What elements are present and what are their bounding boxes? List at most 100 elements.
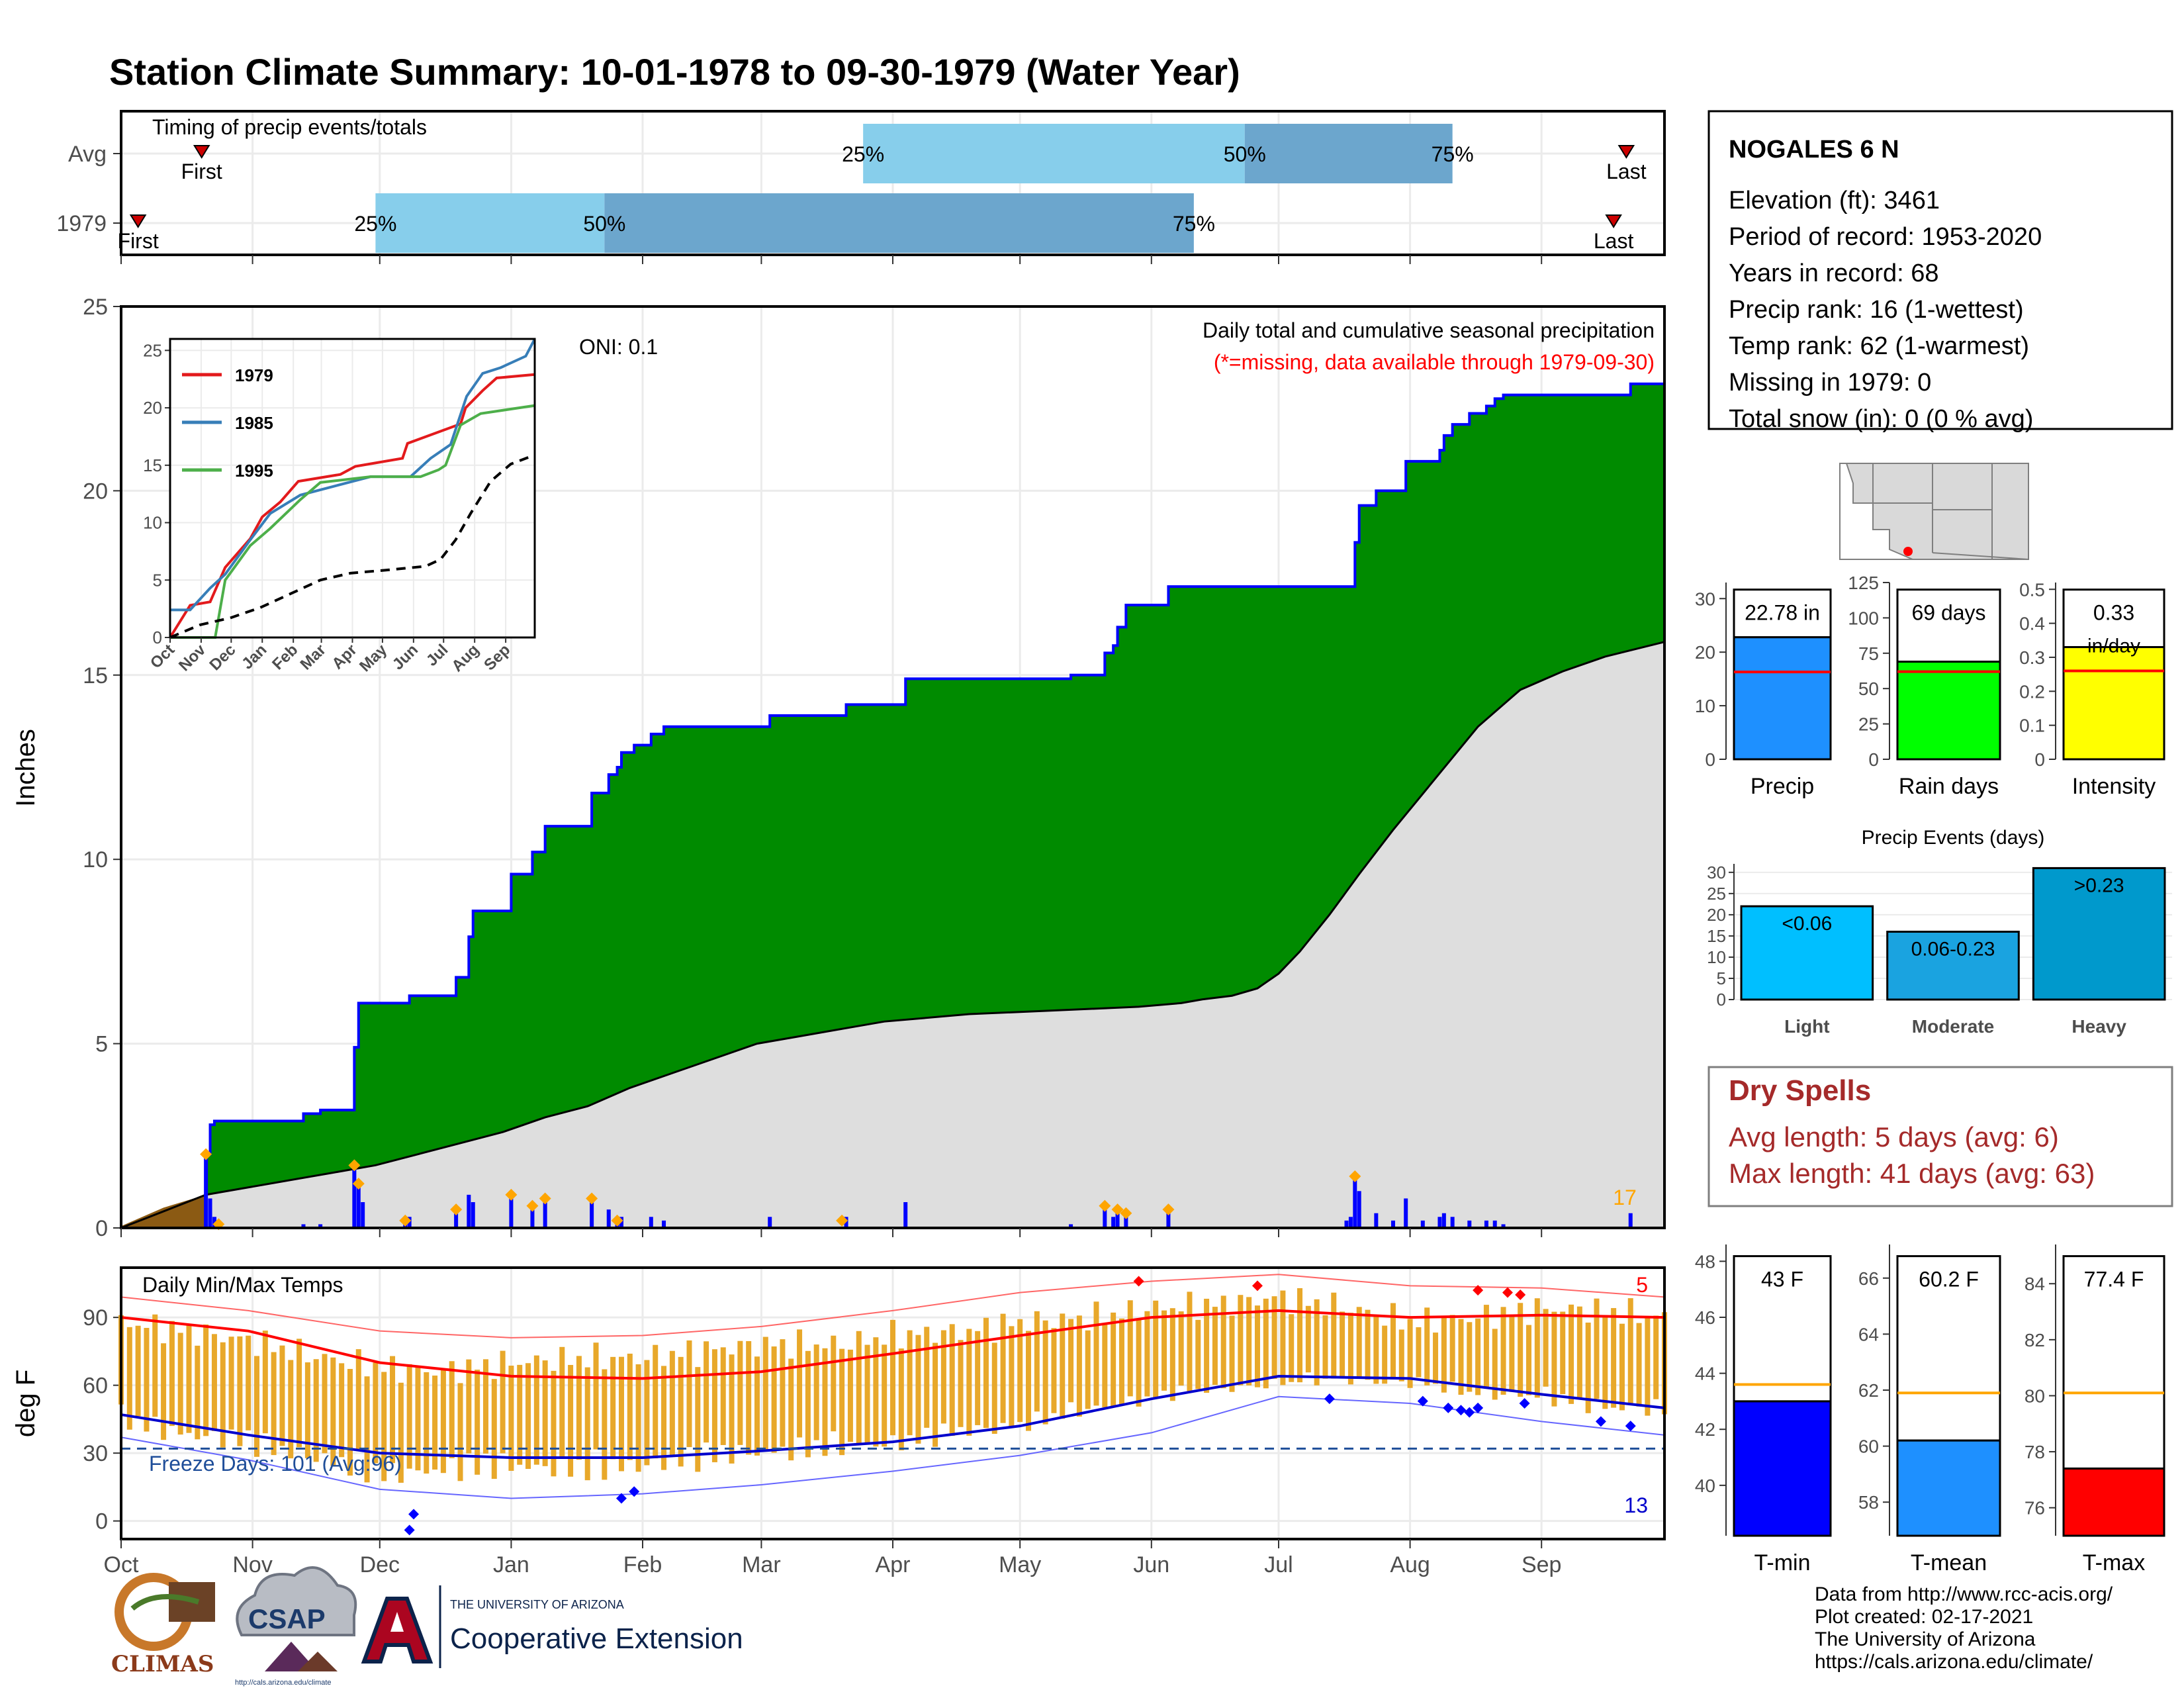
temp-daily-range-bar xyxy=(1076,1315,1082,1417)
precip-daily-bar xyxy=(662,1220,666,1228)
temp-daily-range-bar xyxy=(762,1336,768,1450)
precip-daily-bar xyxy=(844,1217,848,1228)
temp-daily-range-bar xyxy=(1034,1311,1040,1412)
inset-y-tick-label: 5 xyxy=(153,570,162,590)
station-line-temp-rank: Temp rank: 62 (1-warmest) xyxy=(1729,332,2029,360)
temp-daily-range-bar xyxy=(1627,1298,1633,1405)
precip-daily-bar xyxy=(301,1224,306,1228)
precip-daily-bar xyxy=(1374,1213,1379,1228)
timing-quantile-label: 75% xyxy=(1173,212,1215,236)
month-tick-label: Aug xyxy=(1390,1552,1430,1577)
mini-bar-category-label: Intensity xyxy=(2072,774,2156,799)
precip-annotation-missing: (*=missing, data available through 1979-… xyxy=(1214,350,1655,374)
precip-daily-bar xyxy=(1111,1217,1116,1228)
dry-spells-title: Dry Spells xyxy=(1729,1074,1871,1107)
mini-bar-category-label: T-mean xyxy=(1911,1550,1987,1575)
temp-hot-marker xyxy=(1515,1289,1526,1300)
temp-cold-count: 13 xyxy=(1624,1493,1648,1517)
precip-daily-bar xyxy=(356,1184,361,1228)
temp-hot-marker xyxy=(1473,1285,1484,1296)
events-y-tick-label: 20 xyxy=(1707,905,1726,925)
precip-daily-bar xyxy=(543,1198,547,1228)
locator-map xyxy=(1839,463,2029,560)
temp-daily-range-bar xyxy=(1467,1322,1473,1392)
temp-daily-range-bar xyxy=(373,1362,379,1464)
mini-y-tick-label: 46 xyxy=(1695,1307,1715,1328)
temp-daily-range-bar xyxy=(1449,1315,1455,1382)
temp-daily-range-bar xyxy=(1585,1323,1591,1413)
mini-y-tick-label: 0.2 xyxy=(2019,681,2045,702)
precip-extreme-marker xyxy=(450,1203,463,1216)
station-line-precip-rank: Precip rank: 16 (1-wettest) xyxy=(1729,296,2024,324)
precip-extreme-marker xyxy=(611,1214,623,1227)
mini-y-tick-label: 78 xyxy=(2025,1442,2045,1462)
temp-daily-range-bar xyxy=(1246,1297,1252,1385)
precip-daily-bar xyxy=(208,1198,212,1228)
mini-y-tick-label: 60 xyxy=(1858,1436,1879,1457)
temp-daily-range-bar xyxy=(966,1329,972,1436)
temp-daily-range-bar xyxy=(390,1356,396,1464)
temp-daily-range-bar xyxy=(1398,1329,1404,1382)
precip-daily-bar xyxy=(1501,1224,1506,1228)
temp-daily-range-bar xyxy=(246,1335,251,1430)
temp-daily-range-bar xyxy=(1458,1319,1464,1395)
temp-daily-range-bar xyxy=(1382,1325,1388,1384)
temp-daily-range-bar xyxy=(126,1327,132,1430)
temp-daily-range-bar xyxy=(525,1363,531,1470)
temp-daily-range-bar xyxy=(924,1327,930,1428)
precip-daily-bar xyxy=(1628,1213,1633,1228)
temp-daily-range-bar xyxy=(177,1333,183,1435)
precip-daily-bar xyxy=(1467,1220,1472,1228)
temp-daily-range-bar xyxy=(1212,1307,1218,1385)
temp-daily-range-bar xyxy=(933,1342,938,1447)
month-tick-label: Mar xyxy=(742,1552,781,1577)
temp-cold-marker xyxy=(1417,1395,1428,1407)
month-tick-label: Jan xyxy=(493,1552,529,1577)
inset-legend-label: 1985 xyxy=(235,413,273,433)
csap-logo: CSAP http://cals.arizona.edu/climate xyxy=(235,1566,357,1687)
precip-y-tick-label: 20 xyxy=(83,479,108,504)
temp-daily-range-bar xyxy=(873,1337,879,1447)
month-axis: Oct Nov Dec Jan Feb Mar Apr May Jun Jul Aug Sep xyxy=(104,1539,1561,1577)
mini-bar-outline xyxy=(1733,1255,1832,1403)
precip-daily-bar xyxy=(768,1217,772,1228)
precip-extreme-marker xyxy=(348,1159,361,1172)
inset-legend-label: 1979 xyxy=(235,365,273,385)
timing-first-label: First xyxy=(118,229,159,253)
mini-bar-outline xyxy=(1896,1255,2001,1442)
temp-y-tick-label: 30 xyxy=(83,1441,108,1466)
mini-y-tick-label: 30 xyxy=(1695,588,1715,609)
events-y-tick-label: 0 xyxy=(1717,990,1726,1009)
temp-daily-range-bar xyxy=(593,1342,599,1450)
temp-daily-range-bar xyxy=(746,1340,752,1455)
temp-daily-range-bar xyxy=(211,1334,217,1431)
temp-daily-range-bar xyxy=(864,1344,870,1444)
precip-daily-bar xyxy=(1124,1213,1128,1228)
temp-daily-range-bar xyxy=(1229,1315,1235,1392)
temp-daily-range-bar xyxy=(271,1352,277,1456)
mini-y-tick-label: 0 xyxy=(2034,749,2045,770)
temp-daily-range-bar xyxy=(991,1342,997,1434)
events-bar-label: 0.06-0.23 xyxy=(1911,939,1995,961)
csap-logo-url: http://cals.arizona.edu/climate xyxy=(235,1679,332,1687)
precip-daily-bar xyxy=(1484,1220,1488,1228)
temp-daily-range-bar xyxy=(1254,1305,1260,1387)
mini-bar-value-label: 69 days xyxy=(1911,601,1985,625)
temp-daily-range-bar xyxy=(1280,1290,1286,1385)
timing-quantile-label: 25% xyxy=(354,212,396,236)
timing-quantile-label: 50% xyxy=(1224,142,1266,166)
temp-daily-range-bar xyxy=(644,1360,650,1466)
timing-bar-q50-q75 xyxy=(1244,124,1453,183)
precip-cumulative-line xyxy=(121,382,1664,1229)
temp-cold-marker xyxy=(1595,1416,1606,1427)
timing-row-label: Avg xyxy=(68,142,107,167)
precip-daily-bar xyxy=(619,1217,623,1228)
temp-daily-range-bar xyxy=(432,1376,438,1470)
mini-y-tick-label: 82 xyxy=(2025,1330,2045,1350)
temp-daily-range-bar xyxy=(1042,1320,1048,1425)
temp-daily-range-bar xyxy=(1500,1307,1506,1395)
precip-daily-bar xyxy=(1404,1198,1408,1228)
temp-daily-range-bar xyxy=(805,1350,811,1458)
precip-daily-bar xyxy=(1115,1209,1120,1228)
inset-y-tick-label: 25 xyxy=(143,340,162,360)
